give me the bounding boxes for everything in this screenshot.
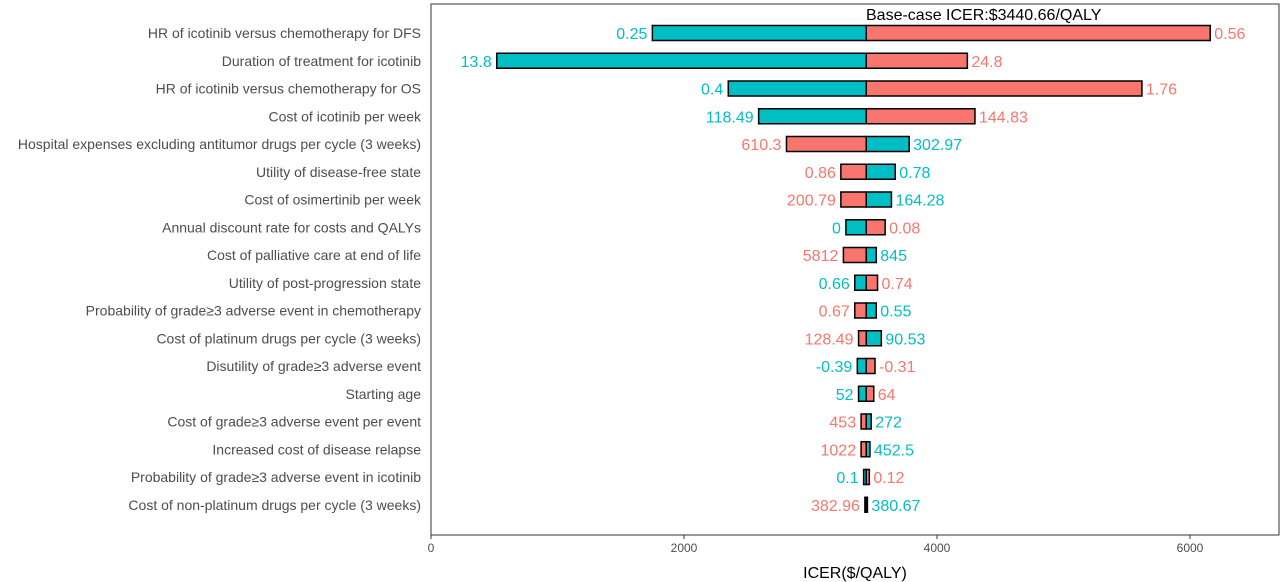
value-label: 1022 [821,442,857,459]
teal-bar [496,52,867,69]
value-label: 64 [878,387,896,404]
salmon-bar [857,330,867,347]
x-tick-label: 2000 [671,541,698,555]
salmon-bar [864,496,867,513]
parameter-label: Starting age [346,386,422,402]
salmon-bar [865,80,1143,97]
value-label: 52 [836,387,854,404]
parameter-label: Utility of disease-free state [256,164,421,180]
salmon-bar [865,52,969,69]
teal-bar [865,246,878,264]
value-label: 0.25 [616,26,647,43]
teal-bar [727,80,867,97]
value-label: 610.3 [741,137,781,154]
parameter-label: Cost of palliative care at end of life [207,247,421,263]
value-label: 24.8 [971,54,1002,71]
value-label: 452.5 [874,442,914,459]
teal-bar [757,108,867,125]
salmon-bar [785,135,867,153]
salmon-bar [860,441,867,458]
salmon-bar [854,302,867,319]
x-axis: 0 2000 4000 6000 [428,535,1204,555]
teal-bar [857,385,867,402]
bars-layer [496,24,1211,513]
value-label: 0.74 [882,276,913,293]
teal-bar [865,330,883,347]
teal-bar [865,191,893,208]
salmon-bar [865,357,876,375]
plot-panel-border [430,3,1280,536]
teal-bar [854,274,867,291]
parameter-label: Annual discount rate for costs and QALYs [162,219,421,235]
teal-bar [865,302,878,319]
value-label: 1.76 [1146,82,1177,99]
value-label: 200.79 [787,193,836,210]
teal-bar [845,219,867,236]
parameter-label: Cost of non-platinum drugs per cycle (3 … [128,497,421,513]
value-label: 0.86 [805,165,836,182]
value-label: 13.8 [461,54,492,71]
teal-bar [651,24,867,42]
value-label: 0.12 [873,470,904,487]
value-label: 302.97 [913,137,962,154]
salmon-bar [865,385,875,402]
value-label: 5812 [803,248,839,265]
value-label: 453 [829,415,856,432]
parameter-label: Hospital expenses excluding antitumor dr… [18,136,421,152]
parameter-label: Duration of treatment for icotinib [222,53,421,69]
value-label: 0.55 [880,304,911,321]
x-axis-title: ICER($/QALY) [803,565,907,582]
value-label: -0.31 [879,359,916,376]
value-label: -0.39 [816,359,853,376]
value-label: 0.1 [836,470,858,487]
value-label: 0.78 [899,165,930,182]
salmon-bar [865,219,886,236]
value-label: 144.83 [979,109,1028,126]
parameter-label: Cost of icotinib per week [268,108,422,124]
parameter-label: Increased cost of disease relapse [212,441,421,457]
value-label: 118.49 [706,109,754,126]
value-label: 0.08 [889,220,920,237]
value-labels: 0.25 0.56 13.8 24.8 0.4 1.76 118.49 144.83 302.9… [461,26,1246,515]
parameter-labels: HR of icotinib versus chemotherapy for D… [18,25,422,513]
salmon-bar [865,108,976,125]
parameter-label: Probability of grade≥3 adverse event in … [86,303,421,319]
salmon-bar [842,246,867,264]
value-label: 0.4 [701,82,723,99]
salmon-bar [865,24,1211,42]
parameter-label: Probability of grade≥3 adverse event in … [131,469,421,485]
value-label: 845 [880,248,907,265]
x-tick-label: 4000 [924,541,951,555]
parameter-label: HR of icotinib versus chemotherapy for O… [156,81,421,97]
parameter-label: Cost of grade≥3 adverse event per event [167,414,421,430]
base-case-label: Base-case ICER:$3440.66/QALY [866,7,1102,24]
value-label: 90.53 [885,331,925,348]
value-label: 272 [875,415,902,432]
x-tick-label: 0 [428,541,435,555]
salmon-bar [840,163,867,180]
value-label: 382.96 [811,498,860,515]
teal-bar [865,163,897,180]
teal-bar [856,357,867,375]
value-label: 0.56 [1214,26,1245,43]
value-label: 0 [832,220,841,237]
salmon-bar [865,274,879,291]
value-label: 164.28 [895,193,944,210]
parameter-label: Cost of osimertinib per week [244,192,422,208]
value-label: 128.49 [805,331,854,348]
value-label: 0.66 [819,276,850,293]
salmon-bar [865,468,871,486]
parameter-label: HR of icotinib versus chemotherapy for D… [148,25,421,41]
value-label: 0.67 [819,304,850,321]
value-label: 380.67 [871,498,920,515]
x-tick-label: 6000 [1177,541,1204,555]
parameter-label: Disutility of grade≥3 adverse event [206,358,421,374]
salmon-bar [840,191,867,208]
parameter-label: Cost of platinum drugs per cycle (3 week… [156,330,421,346]
salmon-bar [860,413,867,430]
teal-bar [865,135,910,153]
parameter-label: Utility of post-progression state [229,275,421,291]
